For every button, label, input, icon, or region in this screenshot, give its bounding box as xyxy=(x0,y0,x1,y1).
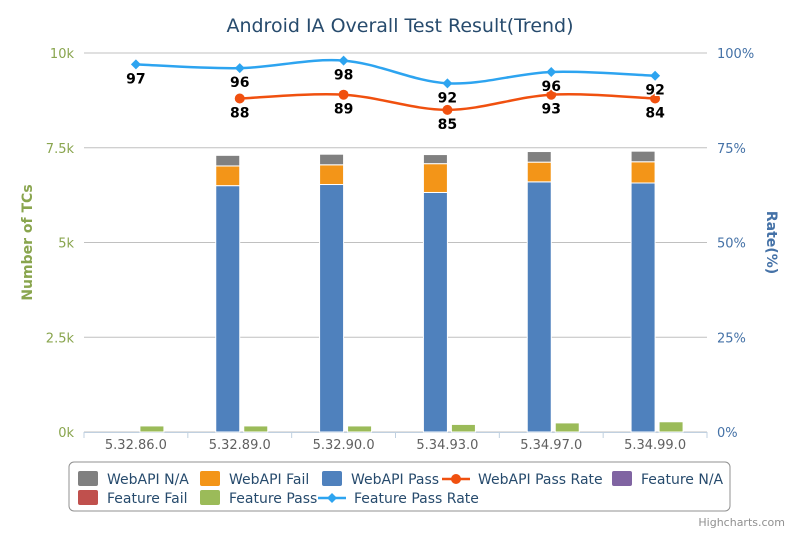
feature-feature-pass-bar xyxy=(658,421,684,433)
legend-item-feature-pass[interactable]: Feature Pass xyxy=(200,490,317,507)
legend-label: Feature Fail xyxy=(107,491,187,507)
legend-item-feature-fail[interactable]: Feature Fail xyxy=(78,490,187,507)
feature-pass-rate-data-label: 97 xyxy=(126,71,145,87)
webapi-pass-rate-data-label: 85 xyxy=(438,117,457,133)
feature-pass-rate-data-label: 96 xyxy=(542,79,561,95)
webapi-webapi-n-a-bar xyxy=(630,150,656,163)
webapi-pass-rate-marker xyxy=(546,89,557,100)
feature-feature-pass-bar xyxy=(347,425,373,433)
y-right-axis-title: Rate(%) xyxy=(763,211,779,274)
legend-box xyxy=(68,461,731,512)
webapi-pass-rate-data-label: 93 xyxy=(542,102,561,118)
y-right-tick-label: 75% xyxy=(717,142,746,157)
webapi-pass-rate-marker xyxy=(442,104,453,115)
webapi-pass-rate-marker xyxy=(338,89,349,100)
webapi-webapi-pass-bar xyxy=(319,184,345,433)
x-tick-label: 5.34.93.0 xyxy=(416,438,478,453)
y-left-tick-label: 5k xyxy=(58,237,74,252)
webapi-pass-rate-marker xyxy=(650,93,661,104)
y-left-tick-label: 10k xyxy=(50,47,75,62)
feature-pass-rate-data-label: 92 xyxy=(645,83,664,99)
y-right-tick-label: 50% xyxy=(717,237,746,252)
webapi-pass-rate-data-label: 84 xyxy=(645,105,665,121)
webapi-webapi-n-a-bar xyxy=(215,154,241,167)
legend-swatch xyxy=(78,471,98,486)
legend-item-webapi-pass[interactable]: WebAPI Pass xyxy=(322,471,439,488)
feature-pass-rate-line xyxy=(135,58,656,85)
y-axis-left: 0k 2.5k 5k 7.5k 10k Number of TCs xyxy=(20,47,74,441)
legend-label: WebAPI Pass xyxy=(351,472,439,488)
webapi-webapi-pass-bar xyxy=(630,182,656,433)
legend-label: Feature Pass xyxy=(229,491,317,507)
x-tick-label: 5.32.89.0 xyxy=(209,438,271,453)
y-axis-right: 0% 25% 50% 75% 100% Rate(%) xyxy=(717,47,779,441)
webapi-webapi-pass-bar xyxy=(422,191,448,433)
webapi-webapi-pass-bar xyxy=(215,185,241,433)
line-series: 88 89 85 93 84 97 96 98 92 96 92 xyxy=(125,55,667,134)
feature-pass-rate-marker xyxy=(546,66,557,77)
webapi-pass-rate-data-label: 88 xyxy=(230,105,249,121)
feature-feature-pass-bar xyxy=(450,423,476,433)
feature-feature-pass-bar xyxy=(139,425,165,433)
webapi-pass-rate-data-label: 89 xyxy=(334,102,353,118)
legend-label: WebAPI Fail xyxy=(229,472,309,488)
webapi-webapi-fail-bar xyxy=(422,163,448,193)
y-left-tick-label: 7.5k xyxy=(46,142,75,157)
feature-pass-rate-marker xyxy=(130,59,141,70)
feature-pass-rate-marker xyxy=(234,63,245,74)
x-tick-label: 5.34.99.0 xyxy=(624,438,686,453)
x-tick-label: 5.34.97.0 xyxy=(520,438,582,453)
feature-pass-rate-data-label: 92 xyxy=(438,90,457,106)
webapi-webapi-n-a-bar xyxy=(422,154,448,165)
webapi-webapi-fail-bar xyxy=(630,161,656,184)
feature-feature-pass-bar xyxy=(243,425,269,433)
y-right-tick-label: 25% xyxy=(717,331,746,346)
legend-item-webapi-fail[interactable]: WebAPI Fail xyxy=(200,471,309,488)
webapi-pass-rate-marker xyxy=(234,93,245,104)
legend-marker xyxy=(327,493,337,503)
legend-swatch xyxy=(200,490,220,505)
legend-marker xyxy=(451,474,461,484)
feature-feature-pass-bar xyxy=(554,422,580,433)
legend-swatch xyxy=(322,471,342,486)
legend-label: Feature Pass Rate xyxy=(354,491,479,507)
webapi-webapi-n-a-bar xyxy=(526,151,552,163)
legend: WebAPI N/A WebAPI Fail WebAPI Pass WebAPI P… xyxy=(68,461,731,512)
feature-pass-rate-data-label: 98 xyxy=(334,68,353,84)
legend-item-webapi-pass-rate[interactable]: WebAPI Pass Rate xyxy=(442,472,603,488)
y-right-tick-label: 100% xyxy=(717,47,754,62)
feature-pass-rate-marker xyxy=(650,70,661,81)
webapi-webapi-n-a-bar xyxy=(319,153,345,166)
legend-item-webapi-n-a[interactable]: WebAPI N/A xyxy=(78,471,189,488)
webapi-webapi-pass-bar xyxy=(526,181,552,433)
legend-item-feature-pass-rate[interactable]: Feature Pass Rate xyxy=(318,491,479,507)
webapi-webapi-fail-bar xyxy=(215,165,241,187)
chart-title: Android IA Overall Test Result(Trend) xyxy=(226,15,573,37)
x-tick-label: 5.32.86.0 xyxy=(105,438,167,453)
x-tick-label: 5.32.90.0 xyxy=(313,438,375,453)
webapi-webapi-fail-bar xyxy=(319,164,345,186)
feature-pass-rate-data-label: 96 xyxy=(230,75,249,91)
bar-series xyxy=(139,150,684,433)
y-left-tick-label: 2.5k xyxy=(46,331,75,346)
y-right-tick-label: 0% xyxy=(717,426,738,441)
legend-label: Feature N/A xyxy=(641,472,724,488)
x-axis: 5.32.86.0 5.32.89.0 5.32.90.0 5.34.93.0 5.34… xyxy=(83,432,708,453)
legend-item-feature-n-a[interactable]: Feature N/A xyxy=(612,471,724,488)
feature-pass-rate-marker xyxy=(442,78,453,89)
legend-swatch xyxy=(612,471,632,486)
webapi-webapi-fail-bar xyxy=(526,161,552,183)
legend-label: WebAPI Pass Rate xyxy=(478,472,603,488)
legend-swatch xyxy=(200,471,220,486)
legend-label: WebAPI N/A xyxy=(107,472,189,488)
y-left-tick-label: 0k xyxy=(58,426,74,441)
y-left-axis-title: Number of TCs xyxy=(20,184,36,300)
legend-swatch xyxy=(78,490,98,505)
credits-label[interactable]: Highcharts.com xyxy=(698,516,785,529)
feature-pass-rate-marker xyxy=(338,55,349,66)
